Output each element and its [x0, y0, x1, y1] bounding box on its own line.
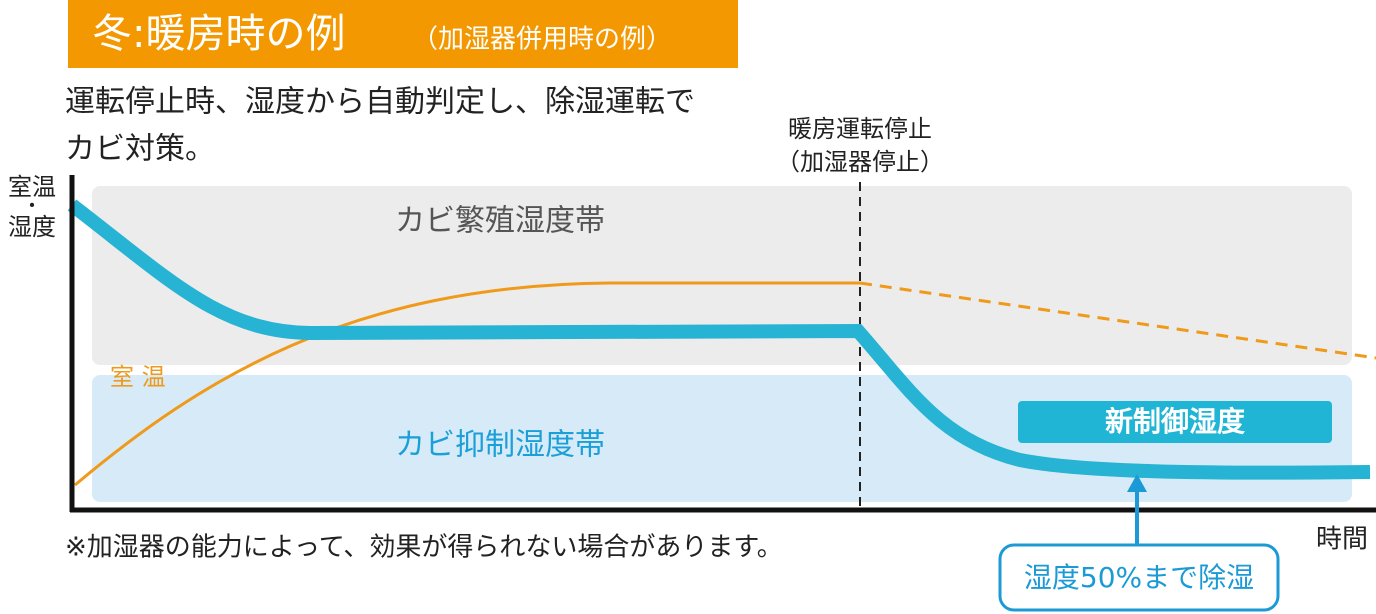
upper-zone-label: カビ繁殖湿度帯: [395, 204, 605, 239]
y-axis-label: 室温: [8, 173, 56, 201]
arrow-head: [1127, 474, 1147, 492]
header-bar: [68, 0, 738, 68]
stop-annotation: 暖房運転停止: [788, 115, 932, 143]
humidity-curve: [67, 199, 1371, 480]
temperature-label: 室 温: [110, 363, 166, 391]
callout-text: 湿度50%まで除湿: [1024, 561, 1254, 594]
header-title: 冬:暖房時の例: [92, 11, 345, 57]
upper-zone: [92, 186, 1352, 365]
temperature-curve: [74, 281, 860, 487]
x-axis-label: 時間: [1316, 525, 1368, 555]
badge-text: 新制御湿度: [1105, 405, 1245, 438]
stop-annotation: （加湿器停止）: [776, 148, 944, 176]
header-subtitle: （加湿器併用時の例）: [412, 25, 672, 55]
badge: [1018, 401, 1332, 443]
temperature-curve-dashed: [859, 281, 1376, 360]
description-line: 運転停止時、湿度から自動判定し、除湿運転で: [65, 85, 695, 120]
y-axis-label: ・: [22, 194, 42, 218]
y-axis-label: 湿度: [8, 213, 56, 241]
description-line: カビ対策。: [65, 132, 215, 167]
lower-zone-label: カビ抑制湿度帯: [395, 428, 605, 463]
note: ※加湿器の能力によって、効果が得られない場合があります。: [65, 533, 783, 563]
callout-box: [998, 543, 1280, 612]
